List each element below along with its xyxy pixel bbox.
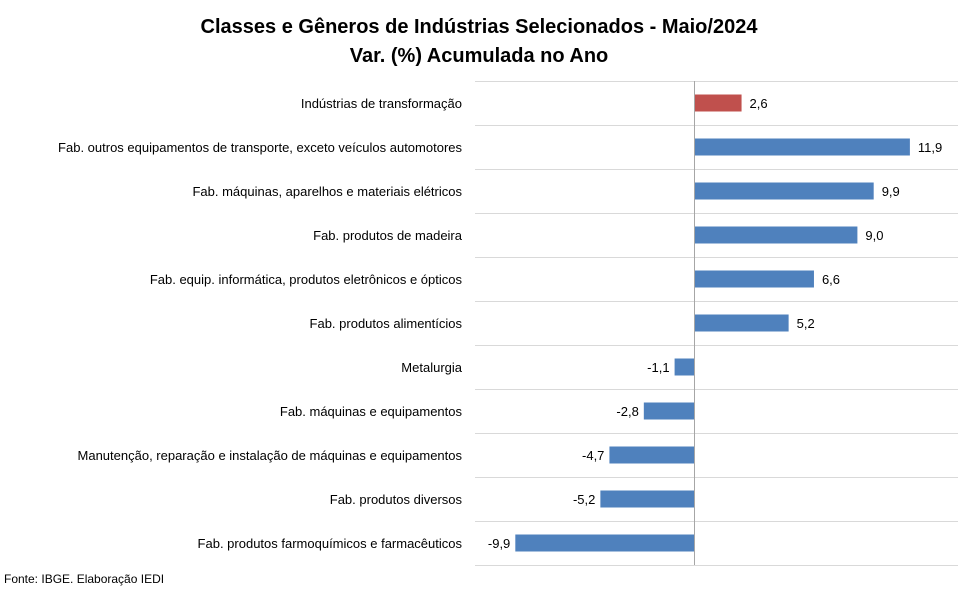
category-label: Indústrias de transformação (301, 96, 462, 111)
bar (694, 270, 814, 288)
data-label: -5,2 (573, 492, 595, 507)
data-label: 9,0 (865, 228, 883, 243)
category-label: Metalurgia (401, 360, 462, 375)
bar (643, 402, 695, 420)
category-labels: Indústrias de transformação Fab. outros e… (58, 96, 463, 551)
data-label: -4,7 (582, 448, 604, 463)
data-label: 5,2 (797, 316, 815, 331)
data-label: -1,1 (647, 360, 669, 375)
data-label: 11,9 (918, 140, 942, 155)
data-label: 6,6 (822, 272, 840, 287)
bar (694, 226, 858, 244)
source-note: Fonte: IBGE. Elaboração IEDI (4, 572, 165, 586)
data-label: 2,6 (750, 96, 768, 111)
data-label: -9,9 (488, 536, 510, 551)
category-label: Fab. máquinas, aparelhos e materiais elé… (192, 184, 462, 199)
chart-subtitle: Var. (%) Acumulada no Ano (350, 45, 609, 67)
bar (694, 138, 910, 156)
category-label: Fab. produtos de madeira (313, 228, 463, 243)
category-label: Fab. máquinas e equipamentos (280, 404, 463, 419)
bar (515, 534, 695, 552)
category-label: Fab. equip. informática, produtos eletrô… (150, 272, 463, 287)
data-label: 9,9 (882, 184, 900, 199)
bar (674, 358, 695, 376)
category-label: Fab. produtos farmoquímicos e farmacêuti… (198, 536, 463, 551)
data-label: -2,8 (616, 404, 638, 419)
bar (694, 314, 789, 332)
bars (515, 94, 910, 552)
bar (694, 94, 742, 112)
category-label: Fab. produtos diversos (330, 492, 463, 507)
gridlines (475, 81, 958, 566)
category-label: Fab. outros equipamentos de transporte, … (58, 140, 462, 155)
chart-title: Classes e Gêneros de Indústrias Selecion… (201, 16, 759, 38)
category-label: Fab. produtos alimentícios (310, 316, 463, 331)
bar (694, 182, 874, 200)
bar (600, 490, 695, 508)
data-labels: 2,6 11,9 9,9 9,0 6,6 5,2 -1,1 -2,8 -4,7 -5,2 -9,9 (488, 96, 942, 551)
category-label: Manutenção, reparação e instalação de má… (78, 448, 463, 463)
bar (609, 446, 695, 464)
